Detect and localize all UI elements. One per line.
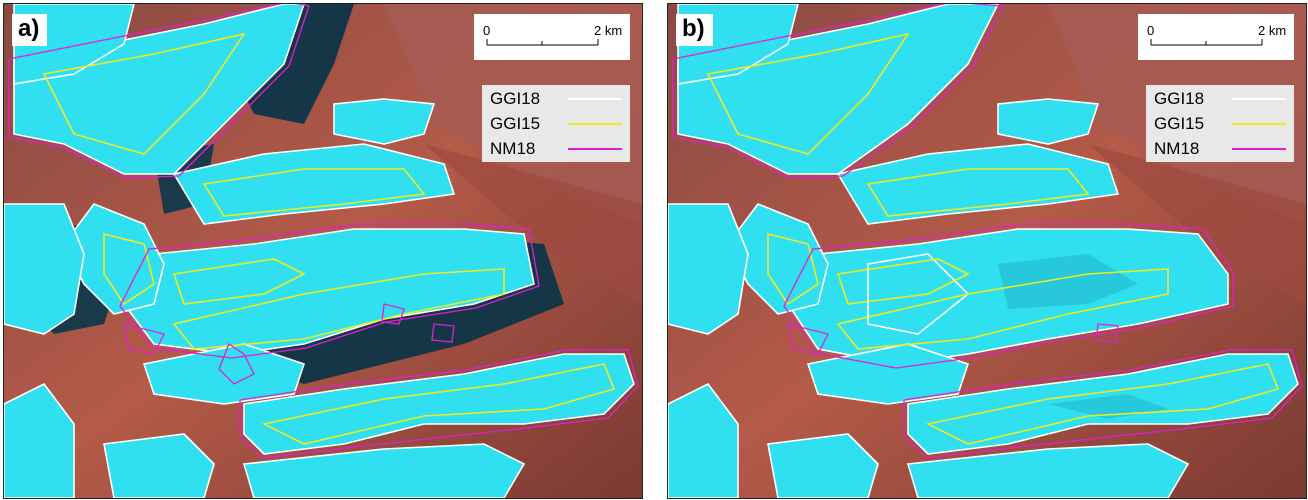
legend-label: GGI15 [490,114,541,133]
legend-item-ggi18: GGI18 [490,87,630,111]
legend-label: GGI15 [1154,114,1205,133]
legend-a: GGI18 GGI15 NM18 [482,85,630,162]
legend-swatch [568,98,622,100]
legend-b: GGI18 GGI15 NM18 [1146,85,1294,162]
legend-swatch [1232,98,1286,100]
legend-label: NM18 [490,139,536,158]
scale-bar-b: 0 2 km [1138,14,1294,60]
legend-swatch [568,123,622,125]
scale-bar-zero-label: 0 [483,23,491,38]
legend-item-ggi15: GGI15 [1154,112,1294,136]
legend-item-nm18: NM18 [490,137,630,161]
legend-item-ggi18: GGI18 [1154,87,1294,111]
scale-bar-max-label: 2 km [1258,23,1287,38]
scale-bar-zero-label: 0 [1147,23,1155,38]
scale-bar-line-a [486,39,599,46]
scale-bar-max-label: 2 km [594,23,623,38]
map-panel-b: b) 0 2 km GGI18 GGI15 NM18 [667,3,1307,499]
legend-swatch [568,148,622,150]
map-panel-a: a) 0 2 km GGI18 GGI15 NM18 [3,3,643,499]
legend-label: GGI18 [1154,89,1205,108]
legend-swatch [1232,148,1286,150]
legend-item-ggi15: GGI15 [490,112,630,136]
legend-label: NM18 [1154,139,1200,158]
satellite-image-b [668,4,1306,498]
scale-bar-a: 0 2 km [474,14,630,60]
panel-label-a: a) [12,14,48,46]
scale-bar-line-b [1150,39,1263,46]
legend-swatch [1232,123,1286,125]
legend-item-nm18: NM18 [1154,137,1294,161]
panel-label-b: b) [676,14,713,46]
satellite-image-a [4,4,642,498]
legend-label: GGI18 [490,89,541,108]
